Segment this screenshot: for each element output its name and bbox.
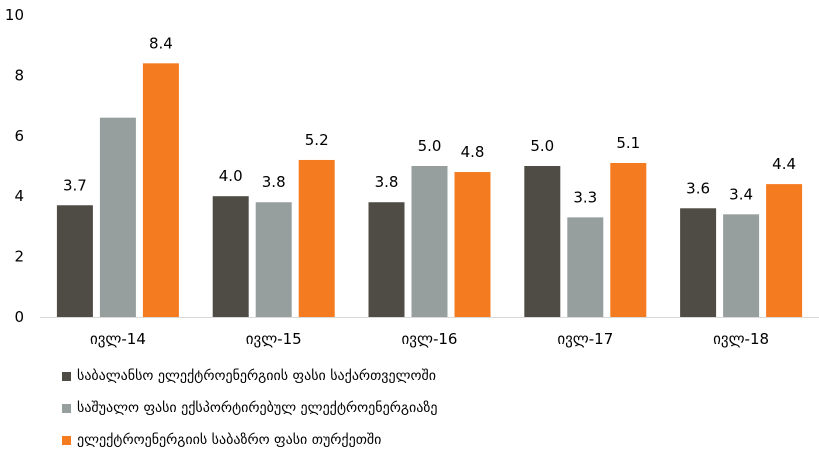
bars <box>56 63 803 318</box>
bar <box>298 159 335 317</box>
bar <box>610 162 647 317</box>
x-tick-label: ივლ-18 <box>713 330 769 348</box>
y-tick-label: 4 <box>14 187 24 205</box>
legend: საბალანსო ელექტროენერგიის ფასი საქართველ… <box>62 360 437 456</box>
y-tick-label: 0 <box>14 308 24 326</box>
x-tick-label: ივლ-17 <box>557 330 613 348</box>
y-tick-label: 2 <box>14 248 24 266</box>
data-label: 5.1 <box>616 134 640 152</box>
data-label: 4.8 <box>461 143 485 161</box>
x-tick-label: ივლ-15 <box>246 330 302 348</box>
bar <box>212 196 249 317</box>
data-label: 4.4 <box>772 155 796 173</box>
bar <box>255 202 292 317</box>
data-label: 3.3 <box>573 188 597 206</box>
y-tick-label: 8 <box>14 66 24 84</box>
legend-item: საბალანსო ელექტროენერგიის ფასი საქართველ… <box>62 360 437 392</box>
data-label: 3.8 <box>262 173 286 191</box>
data-label: 3.8 <box>375 173 399 191</box>
legend-item: საშუალო ფასი ექსპორტირებულ ელექტროენერგი… <box>62 392 437 424</box>
y-tick-label: 10 <box>5 6 24 24</box>
x-axis: ივლ-14 ივლ-15 ივლ-16 ივლ-17 ივლ-18 <box>40 317 819 348</box>
y-axis: 0 2 4 6 8 10 <box>5 6 24 326</box>
legend-item: ელექტროენერგიის საბაზრო ფასი თურქეთში <box>62 424 437 456</box>
legend-swatch <box>62 371 71 381</box>
bar <box>567 217 604 317</box>
bar <box>368 202 405 317</box>
bar <box>454 172 491 317</box>
x-tick-label: ივლ-16 <box>402 330 458 348</box>
bar <box>723 214 760 317</box>
bar <box>142 63 179 317</box>
x-tick-label: ივლ-14 <box>90 330 146 348</box>
legend-label: საბალანსო ელექტროენერგიის ფასი საქართველ… <box>77 368 436 384</box>
y-tick-label: 6 <box>14 127 24 145</box>
bar <box>411 166 448 317</box>
data-label: 5.0 <box>418 137 442 155</box>
data-labels: 3.7 8.4 4.0 3.8 5.2 3.8 5.0 4.8 5.0 3.3 5.1 3.6 3.4 4… <box>63 34 796 206</box>
data-label: 8.4 <box>149 34 173 52</box>
bar <box>524 166 561 317</box>
data-label: 4.0 <box>219 167 243 185</box>
data-label: 3.4 <box>729 185 753 203</box>
bar <box>56 205 93 317</box>
bar <box>680 208 717 317</box>
legend-label: ელექტროენერგიის საბაზრო ფასი თურქეთში <box>77 432 382 448</box>
bar-chart: 0 2 4 6 8 10 ივლ-14 ივლ-15 ივლ-16 ივლ-17 ივლ-18 3… <box>5 6 819 348</box>
legend-label: საშუალო ფასი ექსპორტირებულ ელექტროენერგი… <box>77 400 438 416</box>
data-label: 5.2 <box>305 131 329 149</box>
data-label: 3.6 <box>686 179 710 197</box>
data-label: 3.7 <box>63 176 87 194</box>
legend-swatch <box>62 435 71 445</box>
bar <box>766 184 803 317</box>
data-label: 5.0 <box>530 137 554 155</box>
legend-swatch <box>62 403 71 413</box>
bar <box>99 117 136 318</box>
